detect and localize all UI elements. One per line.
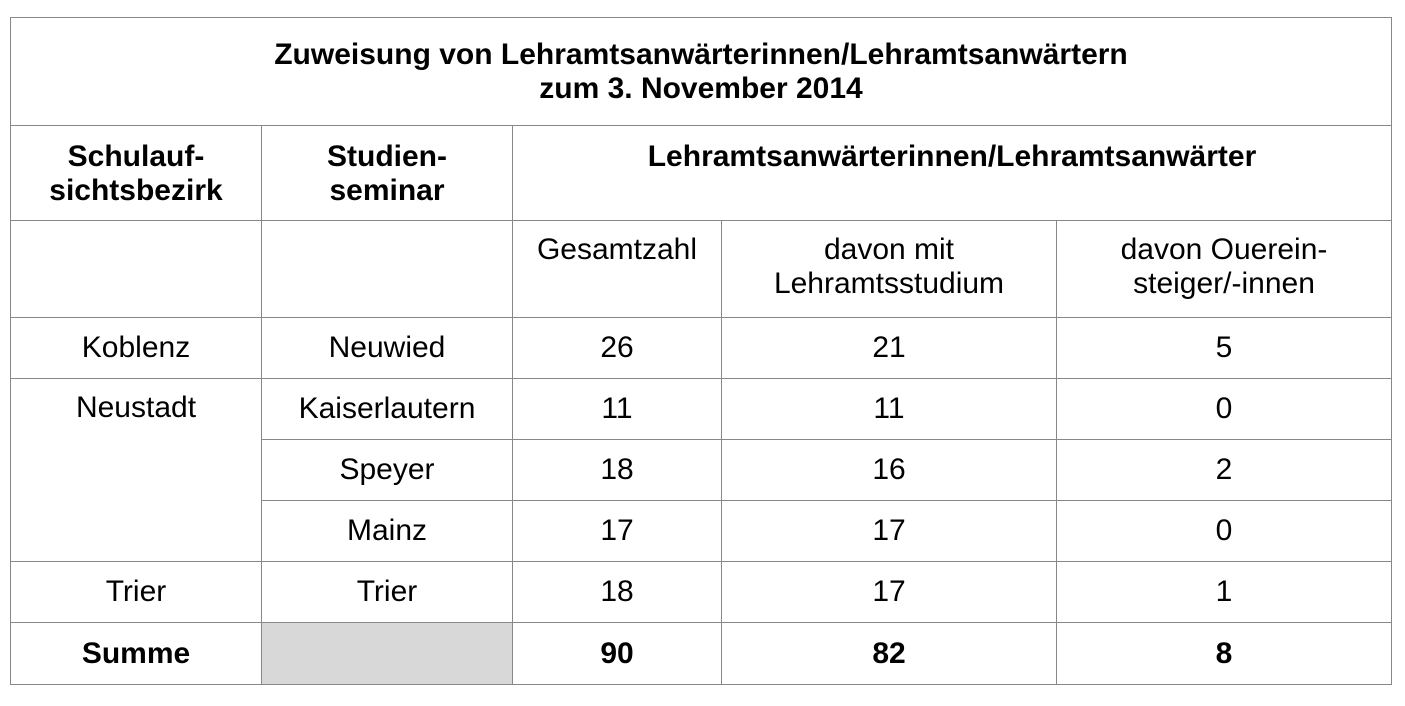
sum-empty-cell: [261, 622, 513, 685]
cell-seminar: Trier: [261, 561, 513, 623]
sum-row: Summe 90 82 8: [10, 622, 1392, 685]
allocation-table: Zuweisung von Lehramtsanwärterinnen/Lehr…: [10, 17, 1392, 685]
subheader-lehramt-line1: davon mit: [823, 233, 955, 266]
cell-seminar: Kaiserlautern: [261, 378, 513, 440]
header-seminar: Studien- seminar: [261, 125, 513, 221]
sum-quer: 8: [1056, 622, 1392, 685]
cell-quer: 1: [1056, 561, 1392, 623]
cell-lehramt: 21: [721, 317, 1057, 379]
cell-lehramt: 17: [721, 500, 1057, 562]
header-bezirk: Schulauf- sichtsbezirk: [10, 125, 262, 221]
subheader-quer: davon Ouerein- steiger/-innen: [1056, 220, 1392, 318]
sum-lehramt: 82: [721, 622, 1057, 685]
cell-quer: 2: [1056, 439, 1392, 501]
cell-lehramt: 17: [721, 561, 1057, 623]
subheader-gesamt: Gesamtzahl: [512, 220, 722, 318]
subheader-quer-line1: davon Ouerein-: [1120, 233, 1328, 266]
table-title: Zuweisung von Lehramtsanwärterinnen/Lehr…: [10, 17, 1392, 126]
table-title-line1: Zuweisung von Lehramtsanwärterinnen/Lehr…: [274, 37, 1128, 71]
cell-gesamt: 11: [512, 378, 722, 440]
cell-seminar: Speyer: [261, 439, 513, 501]
cell-quer: 5: [1056, 317, 1392, 379]
cell-quer: 0: [1056, 378, 1392, 440]
cell-lehramt: 11: [721, 378, 1057, 440]
cell-gesamt: 18: [512, 439, 722, 501]
subheader-lehramt: davon mit Lehramtsstudium: [721, 220, 1057, 318]
table-row: Koblenz Neuwied 26 21 5: [10, 317, 1392, 379]
cell-bezirk: Neustadt: [10, 378, 262, 562]
table-row: Mainz 17 17 0: [11, 500, 1392, 562]
subheader-lehramt-line2: Lehramtsstudium: [773, 267, 1005, 300]
subheader-empty-1: [10, 220, 262, 318]
subheader-row: Gesamtzahl davon mit Lehramtsstudium dav…: [10, 220, 1392, 318]
title-row: Zuweisung von Lehramtsanwärterinnen/Lehr…: [10, 17, 1392, 126]
subheader-empty-2: [261, 220, 513, 318]
cell-seminar: Mainz: [261, 500, 513, 562]
cell-quer: 0: [1056, 500, 1392, 562]
cell-bezirk: Trier: [10, 561, 262, 623]
cell-lehramt: 16: [721, 439, 1057, 501]
header-group: Lehramtsanwärterinnen/Lehramtsanwärter: [512, 125, 1392, 221]
header-seminar-line2: seminar: [329, 174, 445, 207]
cell-gesamt: 26: [512, 317, 722, 379]
subheader-quer-line2: steiger/-innen: [1133, 267, 1315, 300]
header-seminar-line1: Studien-: [327, 140, 447, 173]
cell-seminar: Neuwied: [261, 317, 513, 379]
cell-bezirk: Koblenz: [10, 317, 262, 379]
sum-gesamt: 90: [512, 622, 722, 685]
cell-gesamt: 18: [512, 561, 722, 623]
cell-gesamt: 17: [512, 500, 722, 562]
table-row: Trier Trier 18 17 1: [10, 561, 1392, 623]
header-bezirk-line1: Schulauf-: [67, 140, 205, 173]
table-title-line2: zum 3. November 2014: [539, 71, 863, 105]
sum-label: Summe: [10, 622, 262, 685]
header-bezirk-line2: sichtsbezirk: [49, 174, 223, 207]
header-row: Schulauf- sichtsbezirk Studien- seminar …: [10, 125, 1392, 221]
table-row: Neustadt Kaiserlautern 11 11 0: [10, 378, 1392, 562]
